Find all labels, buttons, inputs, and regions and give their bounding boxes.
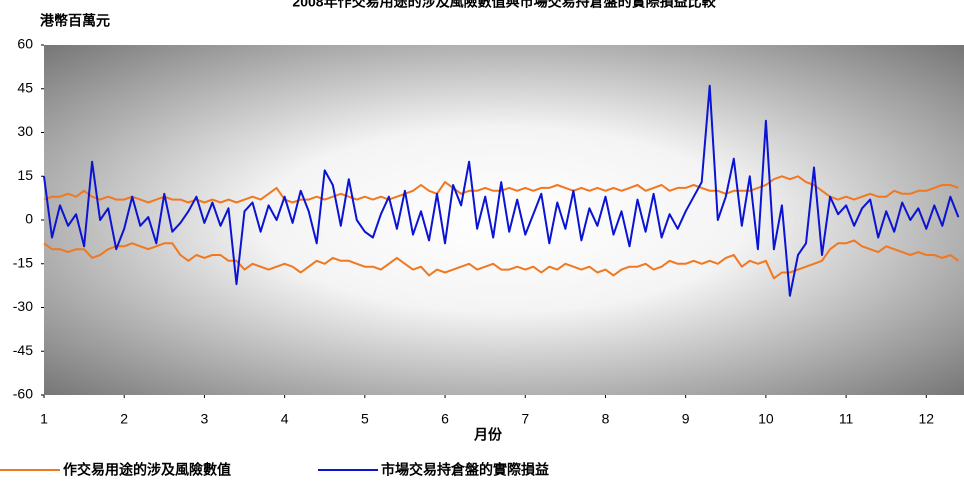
x-tick-label: 5 xyxy=(361,411,369,427)
y-tick-label: 15 xyxy=(17,167,33,183)
y-axis-label: 港幣百萬元 xyxy=(40,13,110,29)
legend-label: 作交易用途的涉及風險數值 xyxy=(63,462,231,478)
x-tick-label: 3 xyxy=(201,411,209,427)
x-tick-label: 9 xyxy=(682,411,690,427)
y-tick-label: 45 xyxy=(17,79,33,95)
plot-area xyxy=(44,45,964,395)
x-tick-label: 1 xyxy=(40,411,48,427)
x-axis-label: 月份 xyxy=(473,427,503,443)
y-tick-label: 60 xyxy=(17,36,33,52)
x-tick-label: 11 xyxy=(839,411,854,427)
x-tick-label: 7 xyxy=(521,411,529,427)
x-tick-label: 10 xyxy=(758,411,774,427)
legend-label: 市場交易持倉盤的實際損益 xyxy=(381,462,549,478)
x-tick-label: 4 xyxy=(281,411,289,427)
y-tick-label: -30 xyxy=(13,298,33,314)
x-tick-label: 2 xyxy=(120,411,128,427)
y-tick-label: -45 xyxy=(13,342,33,358)
y-tick-label: 30 xyxy=(17,123,33,139)
chart-title: 2008年作交易用途的涉及風險數值與市場交易持倉盤的實際損益比較 xyxy=(292,0,716,10)
x-tick-label: 8 xyxy=(602,411,610,427)
series-line-low xyxy=(43,239,959,280)
x-tick-label: 6 xyxy=(441,411,449,427)
x-tick-label: 12 xyxy=(919,411,935,427)
y-tick-label: -15 xyxy=(13,254,33,270)
y-tick-label: -60 xyxy=(13,386,33,402)
series-line xyxy=(43,84,960,297)
y-tick-label: 0 xyxy=(25,211,33,227)
